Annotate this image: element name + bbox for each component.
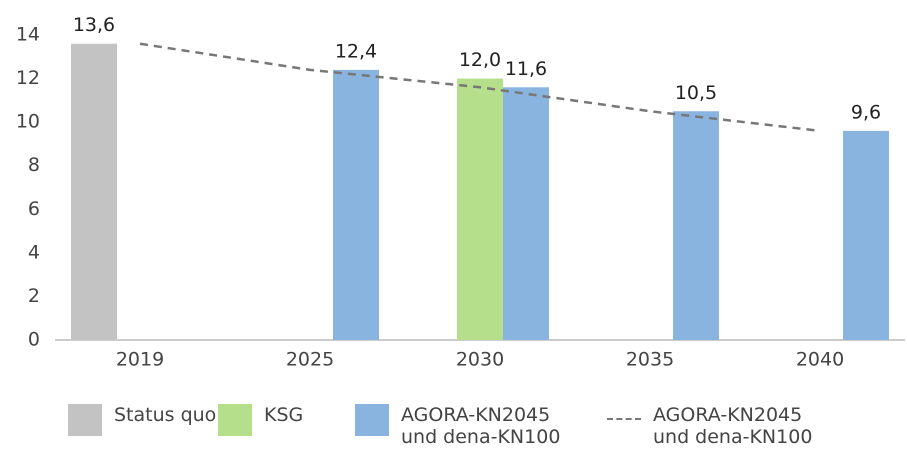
value-label: 12,4 bbox=[335, 40, 377, 62]
x-tick-label: 2019 bbox=[116, 349, 164, 371]
bar bbox=[71, 43, 117, 340]
legend-label: Status quo bbox=[114, 404, 217, 426]
legend-item: AGORA-KN2045 und dena-KN100 bbox=[355, 404, 560, 448]
bar bbox=[457, 78, 503, 341]
y-tick-label: 8 bbox=[28, 154, 40, 176]
legend-item: KSG bbox=[218, 404, 303, 436]
x-tick-label: 2030 bbox=[456, 349, 504, 371]
value-label: 9,6 bbox=[851, 101, 881, 123]
y-tick-label: 2 bbox=[28, 285, 40, 307]
value-label: 10,5 bbox=[675, 82, 717, 104]
y-tick-label: 10 bbox=[16, 111, 40, 133]
y-tick-label: 12 bbox=[16, 67, 40, 89]
x-tick-label: 2040 bbox=[796, 349, 844, 371]
bar bbox=[843, 130, 889, 340]
bar bbox=[333, 69, 379, 340]
y-tick-label: 14 bbox=[16, 24, 40, 46]
bar bbox=[673, 111, 719, 340]
legend-label: KSG bbox=[264, 404, 304, 426]
legend-swatch bbox=[68, 404, 102, 436]
value-label: 13,6 bbox=[73, 14, 115, 36]
x-tick-label: 2035 bbox=[626, 349, 674, 371]
trend-line bbox=[139, 42, 821, 133]
legend-label: AGORA-KN2045 und dena-KN100 bbox=[653, 404, 813, 448]
x-tick-label: 2025 bbox=[286, 349, 334, 371]
legend-item: AGORA-KN2045 und dena-KN100 bbox=[607, 404, 812, 448]
y-tick-label: 6 bbox=[28, 198, 40, 220]
legend-swatch bbox=[218, 404, 252, 436]
legend-item: Status quo bbox=[68, 404, 216, 436]
y-tick-label: 4 bbox=[28, 241, 40, 263]
bar bbox=[503, 87, 549, 341]
y-tick-label: 0 bbox=[28, 329, 40, 351]
legend-swatch bbox=[607, 418, 641, 420]
legend-label: AGORA-KN2045 und dena-KN100 bbox=[401, 404, 561, 448]
legend-swatch bbox=[355, 404, 389, 436]
value-label: 11,6 bbox=[505, 58, 547, 80]
value-label: 12,0 bbox=[459, 49, 501, 71]
